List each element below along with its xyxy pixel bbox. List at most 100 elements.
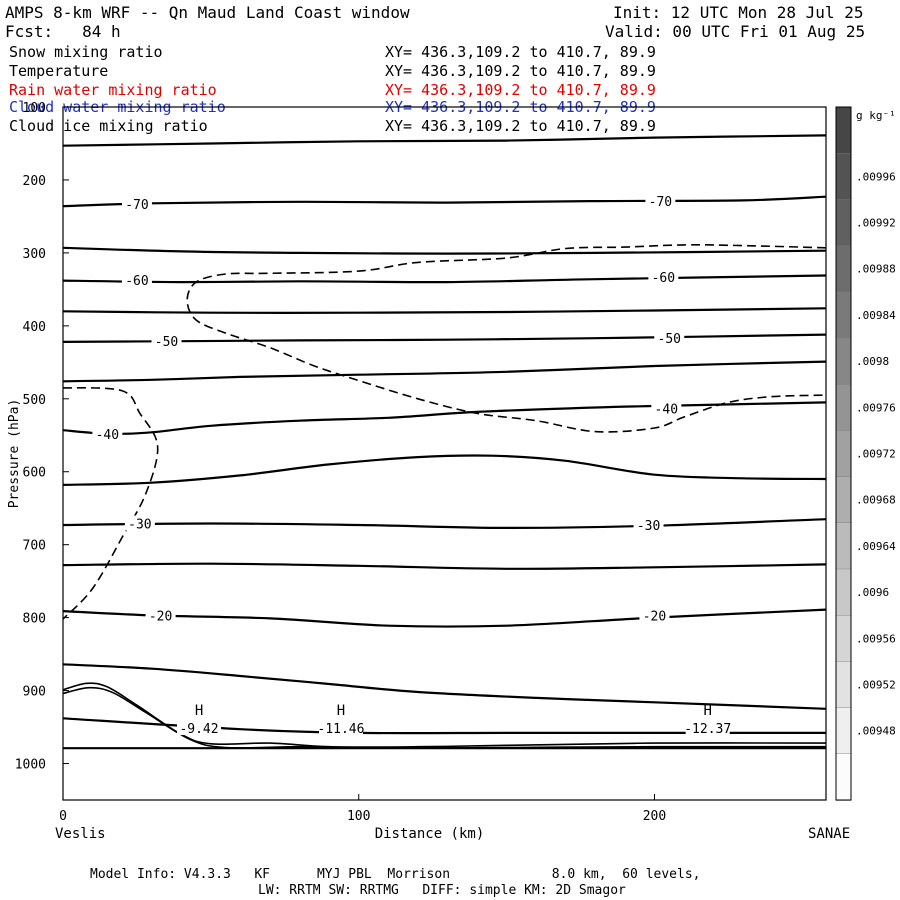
colorbar-tick-label: .00968 (856, 494, 896, 507)
field-xy: XY= 436.3,109.2 to 410.7, 89.9 (385, 117, 656, 135)
contour-label-bg (633, 516, 664, 532)
y-tick-label: 1000 (15, 758, 46, 773)
contour-label-bg (92, 425, 123, 441)
colorbar-band (835, 245, 852, 293)
colorbar-tick-label: .00996 (856, 170, 896, 183)
contour-label-bg (124, 515, 155, 531)
colorbar-band (835, 430, 852, 478)
contour-label: -20 (149, 609, 172, 624)
colorbar-tick-label: .00972 (856, 448, 896, 461)
colorbar-frame (835, 106, 852, 801)
contour-label: -60 (125, 274, 148, 289)
colorbar-unit: g kg⁻¹ (856, 109, 896, 122)
colorbar-band (835, 291, 852, 339)
contour-label: -60 (652, 271, 675, 286)
field-name: Temperature (9, 62, 109, 80)
plot-frame (62, 106, 827, 801)
colorbar-tick-label: .0096 (856, 586, 889, 599)
contour-label-bg (654, 330, 685, 346)
model-info-2: LW: RRTM SW: RRTMG DIFF: simple KM: 2D S… (258, 883, 626, 898)
colorbar-tick-label: .00952 (856, 679, 896, 692)
high-marker: H (195, 703, 203, 719)
x-tick-label: 100 (347, 809, 370, 824)
high-value-bg (318, 721, 363, 736)
high-value-bg (177, 721, 222, 736)
contour-label-bg (151, 333, 182, 349)
terrain-line (63, 686, 826, 750)
colorbar-band (835, 384, 852, 432)
colorbar-tick-label: .00956 (856, 632, 896, 645)
colorbar-band (835, 106, 852, 154)
contour-label-bg (121, 271, 152, 287)
temperature-contour (63, 134, 826, 147)
field-name: Snow mixing ratio (9, 43, 163, 61)
temperature-contour (63, 307, 826, 314)
cloud-ice-contour (63, 387, 159, 620)
x-tick-label: 200 (643, 809, 666, 824)
colorbar-band (835, 522, 852, 570)
left-end-label: Veslis (55, 826, 106, 842)
colorbar-band (835, 615, 852, 663)
colorbar-band (835, 753, 852, 801)
field-name: Cloud ice mixing ratio (9, 117, 208, 135)
temperature-contour (63, 274, 826, 284)
high-value: -12.37 (684, 722, 731, 737)
field-xy: XY= 436.3,109.2 to 410.7, 89.9 (385, 81, 656, 99)
field-name: Rain water mixing ratio (9, 81, 217, 99)
colorbar-band (835, 707, 852, 755)
cloud-ice-contour (186, 244, 826, 433)
colorbar-band (835, 337, 852, 385)
temperature-contour (63, 195, 826, 208)
field-xy: XY= 436.3,109.2 to 410.7, 89.9 (385, 62, 656, 80)
temperature-contour (63, 246, 826, 255)
contour-label-bg (645, 193, 676, 209)
colorbar-tick-label: .00988 (856, 263, 896, 276)
terrain-line (63, 682, 826, 748)
colorbar-band (835, 199, 852, 247)
forecast-hour: Fcst: 84 h (5, 22, 121, 41)
plot-layer (63, 134, 826, 750)
y-tick-label: 800 (23, 612, 46, 627)
contour-label-bg (651, 400, 682, 416)
valid-time: Valid: 00 UTC Fri 01 Aug 25 (605, 22, 866, 41)
contour-label: -70 (125, 198, 148, 213)
colorbar-band (835, 568, 852, 616)
colorbar-band (835, 152, 852, 201)
high-marker: H (337, 703, 345, 719)
temperature-contour (63, 518, 826, 530)
colorbar-band (835, 476, 852, 524)
contour-label-bg (121, 196, 152, 212)
right-end-label: SANAE (808, 826, 850, 842)
contour-label-bg (145, 607, 176, 623)
y-tick-label: 500 (23, 393, 46, 408)
y-tick-label: 100 (23, 101, 46, 116)
temperature-contour (63, 663, 826, 710)
high-marker: H (703, 703, 711, 719)
y-tick-label: 200 (23, 174, 46, 189)
temperature-contour (63, 562, 826, 570)
colorbar-tick-label: .00948 (856, 725, 896, 738)
temperature-contour (63, 360, 826, 383)
field-xy: XY= 436.3,109.2 to 410.7, 89.9 (385, 43, 656, 61)
colorbar-tick-label: .00976 (856, 401, 896, 414)
colorbar-tick-label: .00984 (856, 309, 896, 322)
high-value: -9.42 (179, 722, 218, 737)
contour-label: -30 (637, 519, 660, 534)
colorbar-tick-label: .00964 (856, 540, 896, 553)
colorbar-band (835, 661, 852, 709)
contour-label: -40 (655, 402, 678, 417)
contour-label: -50 (155, 335, 178, 350)
high-value-bg (685, 721, 730, 736)
contour-label: -50 (658, 332, 681, 347)
contour-label: -70 (649, 195, 672, 210)
y-axis-label: Pressure (hPa) (7, 399, 22, 509)
high-value: -11.46 (318, 722, 365, 737)
model-info: Model Info: V4.3.3 KF MYJ PBL Morrison 8… (90, 867, 701, 882)
contour-label: -30 (128, 518, 151, 533)
colorbar-tick-label: .00992 (856, 217, 896, 230)
contour-label-bg (639, 607, 670, 623)
x-axis-label: Distance (km) (375, 826, 485, 842)
y-tick-label: 300 (23, 247, 46, 262)
contour-label: -40 (96, 428, 119, 443)
